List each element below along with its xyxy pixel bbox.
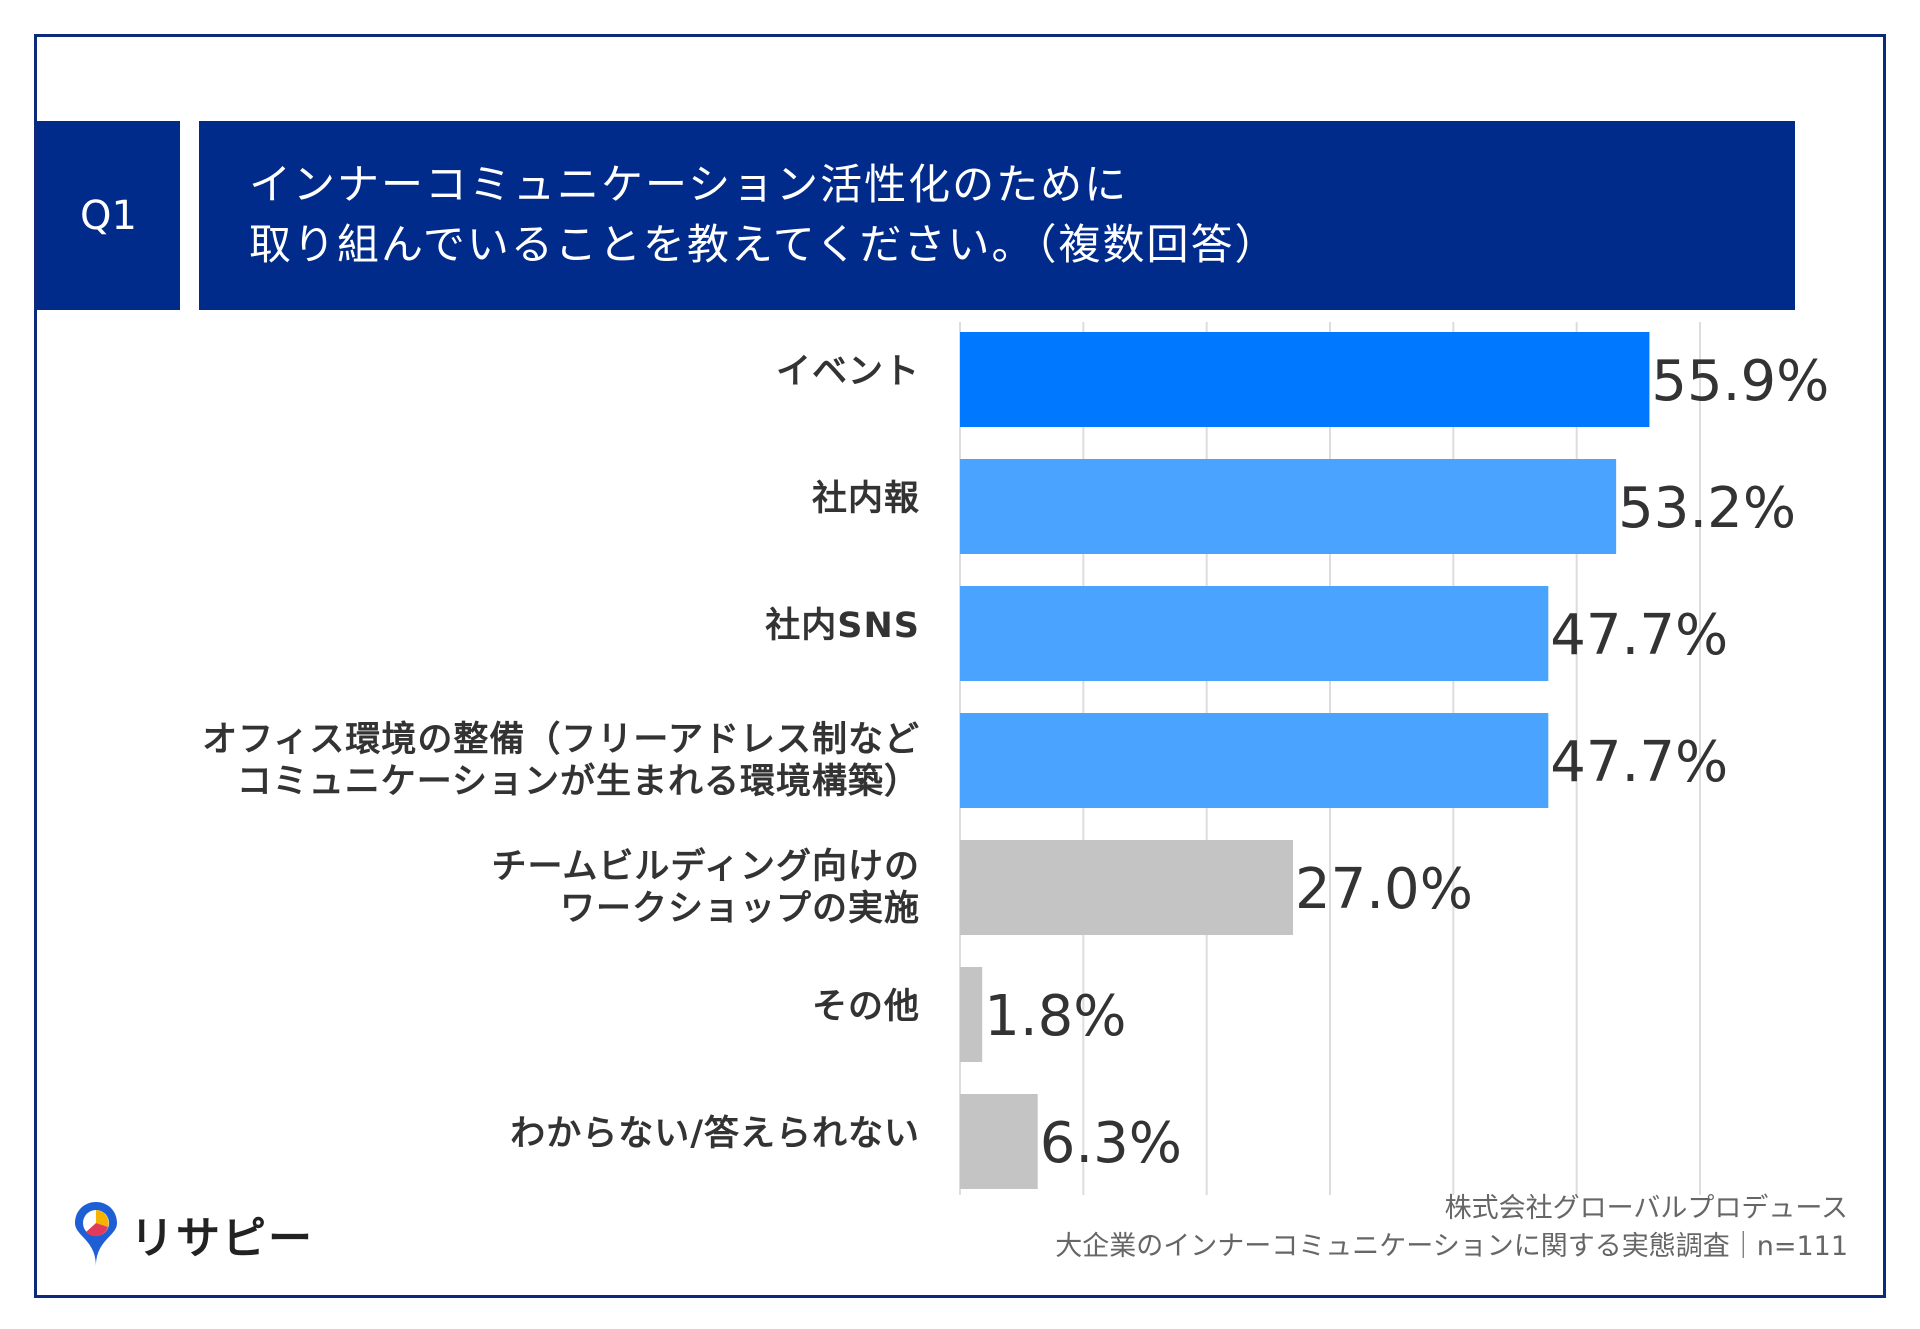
bar xyxy=(960,459,1617,554)
category-label: 社内報 xyxy=(812,478,920,520)
bar xyxy=(960,586,1549,681)
category-label: チームビルディング向けの ワークショップの実施 xyxy=(491,846,920,930)
value-label: 47.7% xyxy=(1550,729,1729,795)
question-number-badge: Q1 xyxy=(37,121,180,310)
bar xyxy=(960,1094,1038,1189)
category-label-line: 社内報 xyxy=(811,478,920,519)
bar xyxy=(960,840,1293,935)
question-title-line-2: 取り組んでいることを教えてください。（複数回答） xyxy=(249,220,1279,269)
category-label-line: 社内SNS xyxy=(765,605,920,646)
category-label: 社内SNS xyxy=(765,605,920,647)
category-label: その他 xyxy=(812,986,920,1028)
category-label: イベント xyxy=(776,351,920,393)
category-label-line: ワークショップの実施 xyxy=(559,888,920,929)
value-label: 53.2% xyxy=(1618,475,1797,541)
bar xyxy=(960,713,1549,808)
logo-text: リサピー xyxy=(130,1213,314,1264)
category-label: わからない/答えられない xyxy=(510,1113,920,1155)
category-label-line: イベント xyxy=(775,351,920,392)
value-label: 6.3% xyxy=(1039,1110,1182,1176)
category-label-line: コミュニケーションが生まれる環境構築） xyxy=(236,761,920,802)
value-label: 47.7% xyxy=(1550,602,1729,668)
category-label-line: チームビルディング向けの xyxy=(491,846,920,887)
question-title-banner: インナーコミュニケーション活性化のために 取り組んでいることを教えてください。（… xyxy=(199,121,1795,310)
pin-icon xyxy=(75,1202,117,1266)
source-survey: 大企業のインナーコミュニケーションに関する実態調査｜n=111 xyxy=(1055,1231,1848,1262)
source-note: 株式会社グローバルプロデュース 大企業のインナーコミュニケーションに関する実態調… xyxy=(1055,1190,1848,1266)
value-label: 27.0% xyxy=(1295,856,1473,922)
question-number: Q1 xyxy=(80,192,137,239)
source-company: 株式会社グローバルプロデュース xyxy=(1444,1193,1848,1224)
value-label: 55.9% xyxy=(1651,348,1830,414)
category-label: オフィス環境の整備（フリーアドレス制など コミュニケーションが生まれる環境構築） xyxy=(202,719,920,803)
survey-card: Q1 インナーコミュニケーション活性化のために 取り組んでいることを教えてくださ… xyxy=(34,34,1886,1298)
value-label: 1.8% xyxy=(984,983,1127,1049)
category-label-line: その他 xyxy=(811,986,920,1027)
category-label-line: わからない/答えられない xyxy=(510,1113,920,1154)
bar xyxy=(960,332,1650,427)
category-label-line: オフィス環境の整備（フリーアドレス制など xyxy=(202,719,920,760)
brand-logo: リサピー xyxy=(72,1200,314,1268)
question-title-line-1: インナーコミュニケーション活性化のために xyxy=(249,160,1129,209)
bar xyxy=(960,967,983,1062)
